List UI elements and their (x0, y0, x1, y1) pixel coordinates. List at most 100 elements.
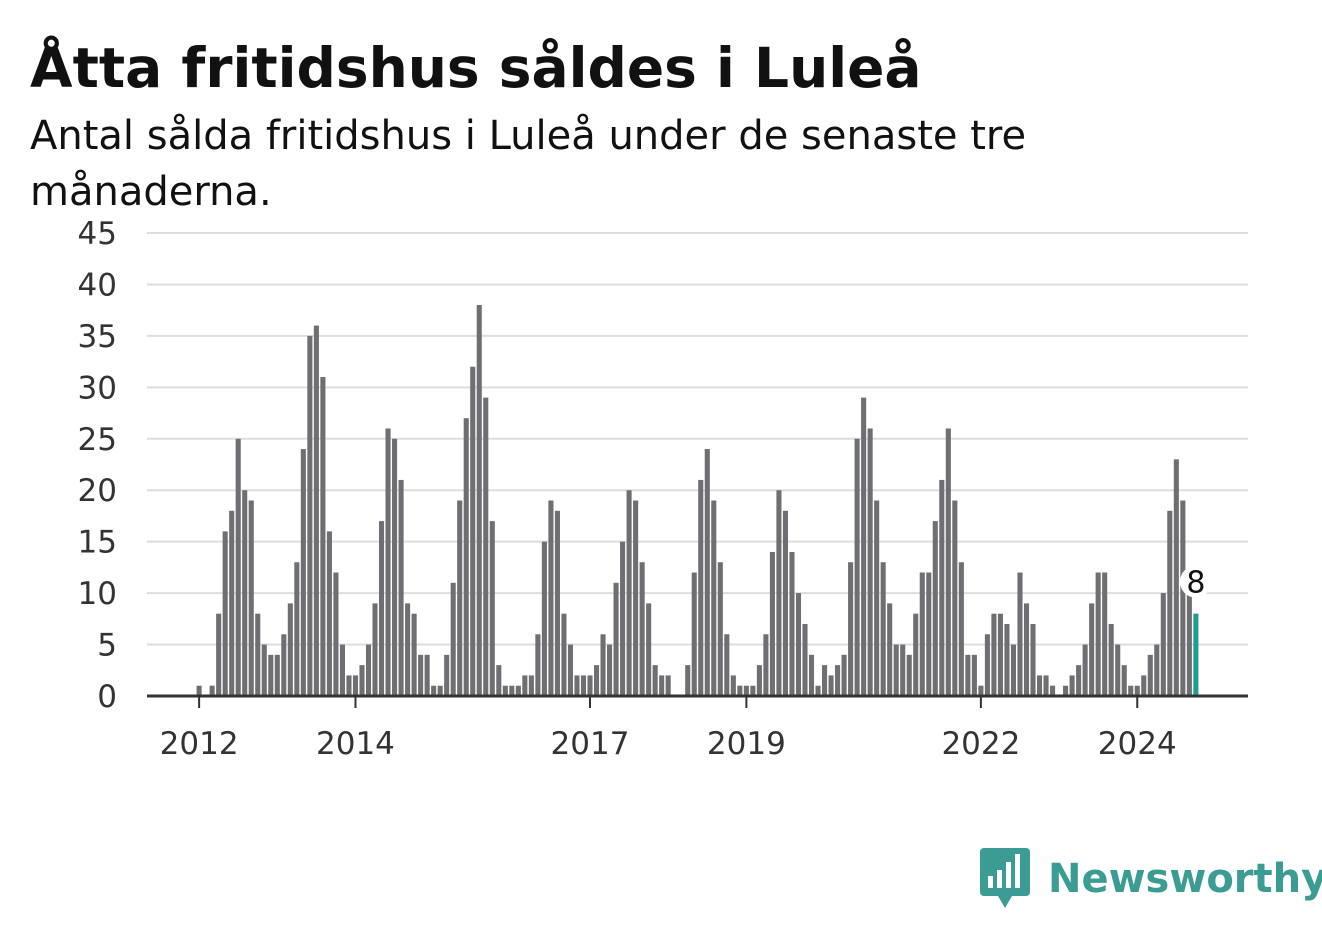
bar (984, 634, 990, 696)
last-value-annotation: 8 (1179, 565, 1212, 601)
bar (554, 510, 560, 696)
bar (978, 685, 984, 696)
bar (913, 613, 919, 696)
bar (1167, 510, 1173, 696)
bar (1102, 572, 1108, 696)
bar (235, 438, 241, 696)
bar (307, 335, 313, 696)
bar (887, 603, 893, 696)
bar (665, 675, 671, 696)
bar (1108, 623, 1114, 696)
bar (945, 428, 951, 696)
bar (326, 531, 332, 696)
y-tick-label: 40 (78, 267, 117, 303)
bar (1186, 593, 1192, 696)
bar (196, 685, 202, 696)
bar (359, 665, 365, 696)
bar (717, 562, 723, 696)
bar (789, 551, 795, 696)
bar (821, 665, 828, 696)
last-value-label: 8 (1186, 566, 1205, 601)
bar (261, 644, 267, 696)
bar (274, 654, 280, 696)
bar (418, 654, 424, 696)
bar (991, 613, 997, 696)
bar (1089, 603, 1095, 696)
x-tick-label: 2012 (160, 726, 239, 762)
bar (782, 510, 788, 696)
bar (1115, 644, 1121, 696)
bar (1128, 685, 1134, 696)
bar (633, 500, 639, 696)
bar (769, 551, 775, 696)
y-axis-ticks: 0 5 10 15 20 25 30 35 40 45 (78, 216, 117, 715)
bar (561, 613, 567, 696)
bar (496, 665, 502, 696)
bar (874, 500, 880, 696)
bar (1010, 644, 1017, 696)
bar (880, 562, 886, 696)
bar (848, 562, 854, 696)
bar (1069, 675, 1075, 696)
bar (248, 500, 254, 696)
x-tick-label: 2017 (551, 726, 630, 762)
bar (522, 675, 528, 696)
bar (802, 623, 808, 696)
bar (613, 582, 619, 696)
bar (815, 685, 821, 696)
bar (287, 603, 293, 696)
bar (1121, 665, 1127, 696)
bar (405, 603, 411, 696)
bar (867, 428, 873, 696)
bar (209, 685, 215, 696)
x-axis-ticks: 2012 2014 2017 2019 2022 2024 (160, 696, 1177, 762)
bar (932, 521, 938, 696)
bar (704, 449, 710, 696)
bar (1004, 623, 1010, 696)
bar (1050, 685, 1056, 696)
bar (1076, 665, 1082, 696)
bar (620, 541, 626, 696)
annotation-halo (1179, 565, 1212, 598)
chart-subtitle: Antal sålda fritidshus i Luleå under de … (30, 113, 1027, 215)
bar (378, 521, 385, 696)
bar (724, 634, 730, 696)
bar (515, 685, 521, 696)
brand-name: Newsworthy (1048, 856, 1322, 902)
bar (1095, 572, 1101, 696)
bar (535, 634, 541, 696)
bar (222, 531, 228, 696)
bar (548, 500, 554, 696)
y-tick-label: 5 (97, 628, 117, 664)
bar (698, 479, 704, 696)
bar (828, 675, 834, 696)
bar (450, 582, 456, 696)
bar (541, 541, 547, 696)
bar (730, 675, 736, 696)
bar (939, 479, 945, 696)
bar (1030, 623, 1036, 696)
newsworthy-logo: Newsworthy (980, 848, 1322, 910)
bar (483, 397, 489, 696)
bar (431, 685, 437, 696)
bar (1082, 644, 1088, 696)
bar (281, 634, 287, 696)
bar (294, 562, 300, 696)
bar (835, 665, 841, 696)
bar (365, 644, 372, 696)
bar (320, 377, 326, 696)
bar (470, 366, 476, 696)
bar (795, 593, 802, 696)
bar (652, 665, 658, 696)
y-tick-label: 25 (78, 422, 117, 458)
bar (659, 675, 665, 696)
bar (392, 438, 398, 696)
bar (1160, 593, 1166, 696)
bar (1180, 500, 1186, 696)
bar (528, 675, 534, 696)
bar (952, 500, 958, 696)
bar (685, 665, 691, 696)
bar (580, 675, 587, 696)
bar (255, 613, 261, 696)
bar (476, 305, 482, 696)
